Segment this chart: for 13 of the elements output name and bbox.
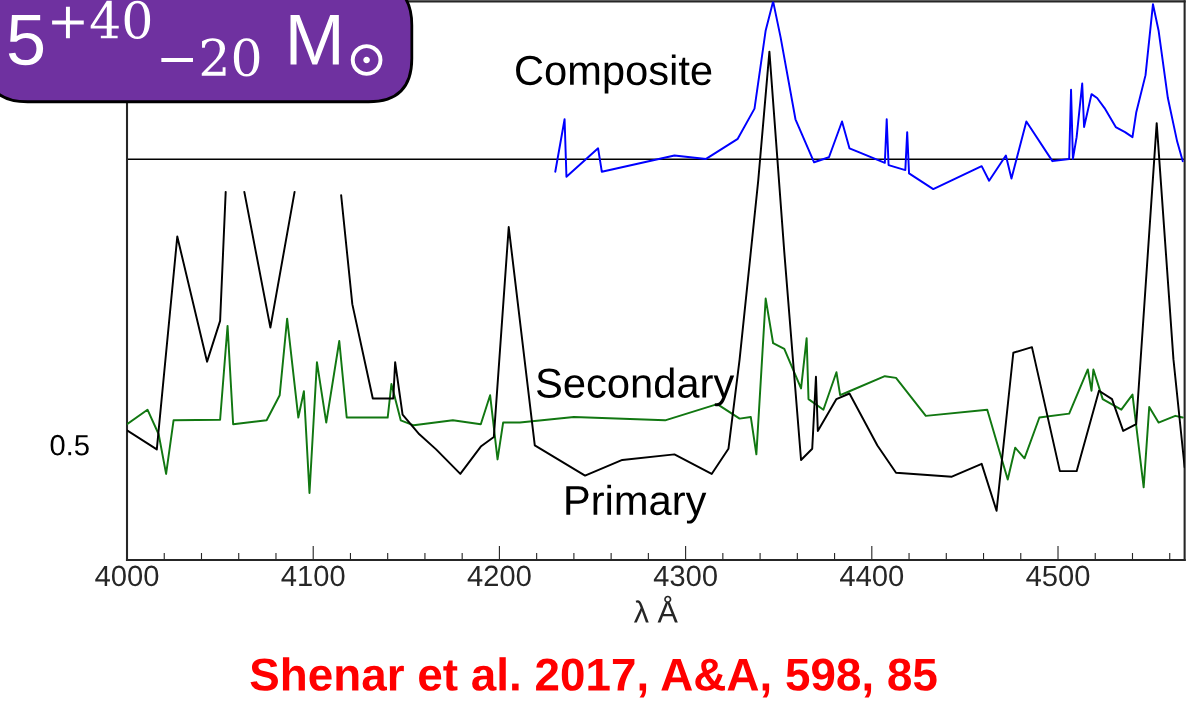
x-axis-title: λ Å (633, 595, 678, 623)
x-tick-label: 4400 (840, 565, 904, 587)
x-tick-label: 4500 (1026, 565, 1090, 587)
x-tick-label: 4000 (95, 565, 159, 587)
text: Shenar et al. 2017, A&A, 598, 85 (250, 657, 937, 698)
x-tick-label: 4100 (281, 565, 345, 587)
series-label: Primary (566, 484, 707, 524)
x-tick-label: 4300 (653, 565, 717, 587)
x-tick-label: 4200 (467, 565, 531, 587)
series-label: Composite (516, 54, 712, 94)
series-label: Secondary (536, 367, 735, 407)
text: 0.5 (50, 434, 89, 456)
annotation: 5$^{+40}$$_{−20}$ M$_{⊙}$ (8, 0, 383, 77)
